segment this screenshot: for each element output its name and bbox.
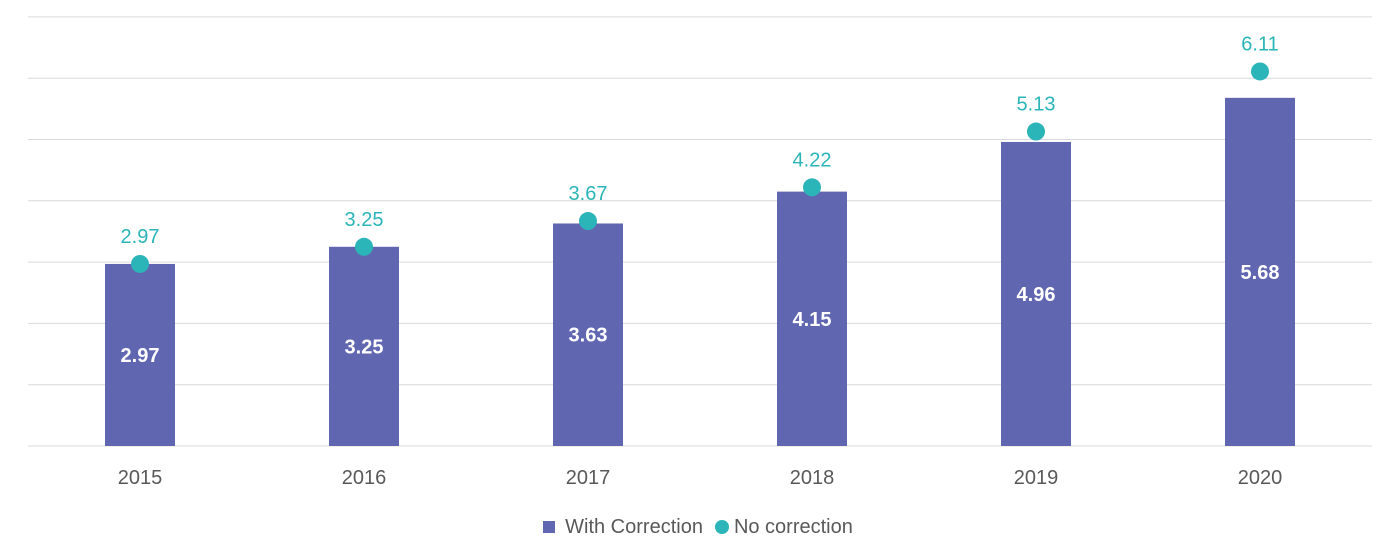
bar-data-label: 5.68 xyxy=(1241,262,1280,284)
x-tick-label: 2018 xyxy=(790,467,835,489)
bar-data-label: 4.15 xyxy=(793,309,832,331)
bar xyxy=(777,191,847,446)
point-data-label: 4.22 xyxy=(793,149,832,171)
bar-data-label: 4.96 xyxy=(1017,284,1056,306)
x-tick-label: 2019 xyxy=(1014,467,1059,489)
data-point xyxy=(1251,62,1269,81)
data-point xyxy=(803,178,821,197)
point-data-label: 3.67 xyxy=(569,183,608,205)
data-point xyxy=(355,237,373,256)
legend-swatch-no-correction xyxy=(714,520,729,534)
point-labels: 2.97 3.25 3.67 4.22 5.13 6.11 xyxy=(121,33,1279,247)
legend-swatch-with-correction xyxy=(543,521,556,533)
data-point xyxy=(579,212,597,231)
point-series xyxy=(131,62,1269,273)
bar xyxy=(329,246,399,446)
x-tick-label: 2017 xyxy=(566,467,611,489)
bar-data-label: 3.63 xyxy=(569,325,608,347)
legend-item-with-correction: With Correction xyxy=(543,516,703,539)
point-data-label: 2.97 xyxy=(121,226,160,248)
point-data-label: 5.13 xyxy=(1017,94,1056,116)
bar xyxy=(105,263,175,446)
point-data-label: 3.25 xyxy=(345,209,384,231)
x-tick-label: 2015 xyxy=(118,467,163,489)
bar xyxy=(553,223,623,446)
bar-data-label: 3.25 xyxy=(345,336,384,358)
bar xyxy=(1225,97,1295,446)
legend-label-with-correction: With Correction xyxy=(565,515,703,538)
bar xyxy=(1001,141,1071,446)
legend: With Correction No correction xyxy=(0,512,1396,542)
bar-data-label: 2.97 xyxy=(121,345,160,367)
data-point xyxy=(1027,122,1045,141)
legend-label-no-correction: No correction xyxy=(733,515,853,538)
x-axis-ticks: 2015 2016 2017 2018 2019 2020 xyxy=(118,467,1283,489)
bar-series xyxy=(105,97,1295,446)
x-tick-label: 2020 xyxy=(1238,467,1283,489)
x-tick-label: 2016 xyxy=(342,467,387,489)
legend-item-no-correction: No correction xyxy=(714,515,853,539)
gridlines xyxy=(28,16,1372,447)
bar-labels: 2.97 3.25 3.63 4.15 4.96 5.68 xyxy=(121,262,1280,367)
data-point xyxy=(131,254,149,273)
point-data-label: 6.11 xyxy=(1241,33,1278,55)
